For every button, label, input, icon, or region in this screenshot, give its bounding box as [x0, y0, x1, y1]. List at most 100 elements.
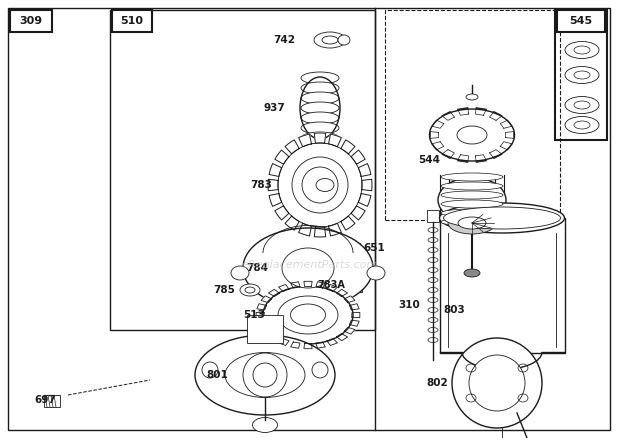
Polygon shape [314, 227, 326, 237]
Ellipse shape [314, 32, 346, 48]
Ellipse shape [443, 207, 560, 229]
Ellipse shape [565, 42, 599, 59]
Ellipse shape [464, 269, 480, 277]
Bar [10, 10, 52, 32]
Circle shape [312, 362, 328, 378]
Ellipse shape [448, 212, 496, 234]
Polygon shape [337, 289, 348, 297]
Polygon shape [268, 179, 278, 191]
Ellipse shape [441, 173, 503, 181]
Polygon shape [358, 164, 371, 177]
Polygon shape [352, 312, 360, 318]
Text: 651: 651 [363, 243, 385, 253]
Polygon shape [344, 296, 355, 303]
Polygon shape [361, 179, 372, 191]
Polygon shape [442, 112, 454, 120]
Ellipse shape [441, 200, 503, 208]
Polygon shape [299, 223, 311, 236]
Ellipse shape [574, 101, 590, 109]
Polygon shape [476, 108, 486, 115]
Polygon shape [458, 108, 469, 115]
Polygon shape [257, 304, 267, 310]
Circle shape [278, 143, 362, 227]
Text: 801: 801 [206, 370, 228, 380]
Ellipse shape [301, 132, 339, 144]
Bar [350, 243, 360, 253]
Circle shape [243, 353, 287, 397]
Text: 802: 802 [427, 378, 448, 388]
Ellipse shape [466, 94, 478, 100]
Bar [348, 278, 362, 292]
Ellipse shape [291, 304, 326, 326]
Ellipse shape [574, 71, 590, 79]
Polygon shape [278, 339, 289, 346]
Polygon shape [291, 342, 300, 348]
Bar [385, 10, 560, 220]
Ellipse shape [367, 266, 385, 280]
Ellipse shape [316, 179, 334, 191]
Ellipse shape [301, 112, 339, 124]
Ellipse shape [252, 417, 278, 432]
Polygon shape [256, 312, 264, 318]
Ellipse shape [565, 117, 599, 134]
Bar [110, 10, 375, 330]
Ellipse shape [565, 96, 599, 113]
Bar [440, 218, 565, 353]
Polygon shape [269, 194, 281, 206]
Polygon shape [341, 216, 355, 230]
Ellipse shape [263, 286, 353, 344]
Ellipse shape [441, 182, 503, 190]
Ellipse shape [225, 353, 305, 398]
Polygon shape [329, 134, 342, 147]
Polygon shape [269, 164, 281, 177]
Ellipse shape [240, 284, 260, 296]
Polygon shape [505, 132, 514, 138]
Ellipse shape [565, 67, 599, 84]
Polygon shape [316, 342, 326, 348]
Bar [557, 10, 605, 32]
Text: 510: 510 [120, 16, 143, 26]
Text: eReplacementParts.com: eReplacementParts.com [242, 260, 378, 270]
Polygon shape [350, 304, 359, 310]
Polygon shape [316, 282, 326, 288]
Polygon shape [314, 133, 326, 143]
Text: 784: 784 [246, 263, 268, 273]
Circle shape [253, 363, 277, 387]
Polygon shape [327, 339, 337, 346]
Polygon shape [358, 194, 371, 206]
Polygon shape [341, 140, 355, 154]
Polygon shape [500, 142, 512, 150]
Text: 310: 310 [398, 300, 420, 310]
Polygon shape [291, 282, 300, 288]
Text: 513: 513 [243, 310, 265, 320]
Ellipse shape [301, 122, 339, 134]
Polygon shape [432, 142, 444, 150]
Ellipse shape [301, 72, 339, 84]
Bar [427, 210, 439, 222]
Ellipse shape [278, 296, 338, 334]
Ellipse shape [195, 335, 335, 415]
Polygon shape [304, 281, 312, 286]
Polygon shape [261, 296, 272, 303]
Polygon shape [261, 327, 272, 334]
Text: 937: 937 [264, 103, 285, 113]
Text: 803: 803 [443, 305, 465, 315]
Ellipse shape [440, 203, 564, 233]
Text: 697: 697 [34, 395, 56, 405]
Bar [112, 10, 152, 32]
Polygon shape [432, 120, 444, 128]
Text: 783: 783 [250, 180, 272, 190]
Text: 742: 742 [273, 35, 295, 45]
Bar [555, 10, 607, 140]
Polygon shape [442, 150, 454, 158]
Ellipse shape [245, 287, 255, 293]
Polygon shape [458, 155, 469, 162]
Polygon shape [344, 327, 355, 334]
Ellipse shape [441, 191, 503, 199]
Polygon shape [490, 150, 502, 158]
Polygon shape [257, 320, 267, 326]
Circle shape [292, 157, 348, 213]
Text: 783A: 783A [317, 280, 345, 290]
Ellipse shape [338, 35, 350, 45]
Text: 545: 545 [569, 16, 593, 26]
